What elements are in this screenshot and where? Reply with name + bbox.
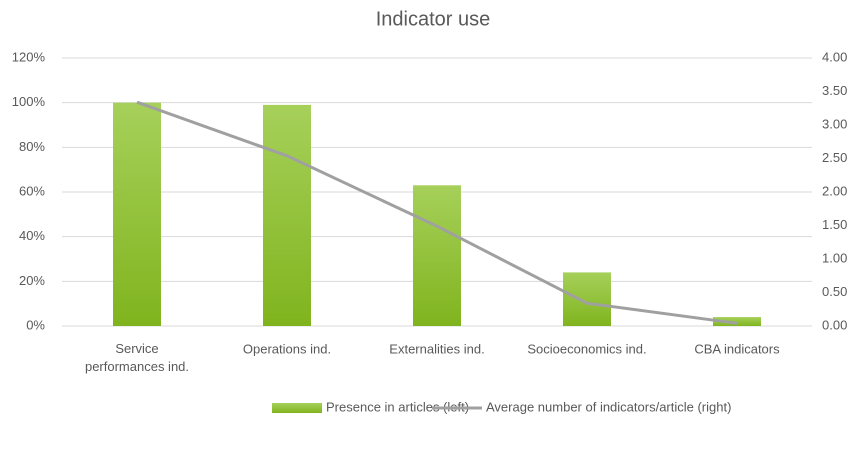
y2-tick-label: 2.00 [822, 183, 847, 198]
y2-tick-label: 3.50 [822, 83, 847, 98]
y2-tick-label: 3.00 [822, 116, 847, 131]
y-tick-label: 60% [19, 183, 45, 198]
y2-tick-label: 0.50 [822, 284, 847, 299]
y-tick-label: 100% [12, 94, 46, 109]
y-tick-label: 120% [12, 49, 46, 64]
y-tick-label: 20% [19, 273, 45, 288]
chart-title: Indicator use [376, 8, 491, 30]
bar [113, 102, 161, 327]
line [136, 100, 738, 325]
x-tick-label: CBA indicators [694, 341, 780, 356]
y2-tick-label: 0.00 [822, 317, 847, 332]
y-tick-label: 40% [19, 228, 45, 243]
x-tick-label: Operations ind. [243, 341, 331, 356]
x-tick-label: Externalities ind. [389, 341, 484, 356]
x-tick-line: Service [115, 341, 158, 356]
y2-tick-label: 2.50 [822, 150, 847, 165]
bar [713, 317, 761, 326]
bar [263, 104, 311, 327]
y2-tick-label: 4.00 [822, 49, 847, 64]
legend-label: Average number of indicators/article (ri… [486, 399, 731, 414]
y2-tick-label: 1.50 [822, 217, 847, 232]
y-tick-label: 0% [26, 317, 45, 332]
x-tick-label: Socioeconomics ind. [527, 341, 646, 356]
legend-label: Presence in articles (left) [326, 399, 469, 414]
x-tick-label: Service performances ind. [85, 341, 189, 374]
x-tick-line: performances ind. [85, 359, 189, 374]
bar [413, 185, 461, 326]
y-tick-label: 80% [19, 139, 45, 154]
bar [563, 272, 611, 326]
legend-swatch [272, 403, 322, 413]
y2-tick-label: 1.00 [822, 250, 847, 265]
